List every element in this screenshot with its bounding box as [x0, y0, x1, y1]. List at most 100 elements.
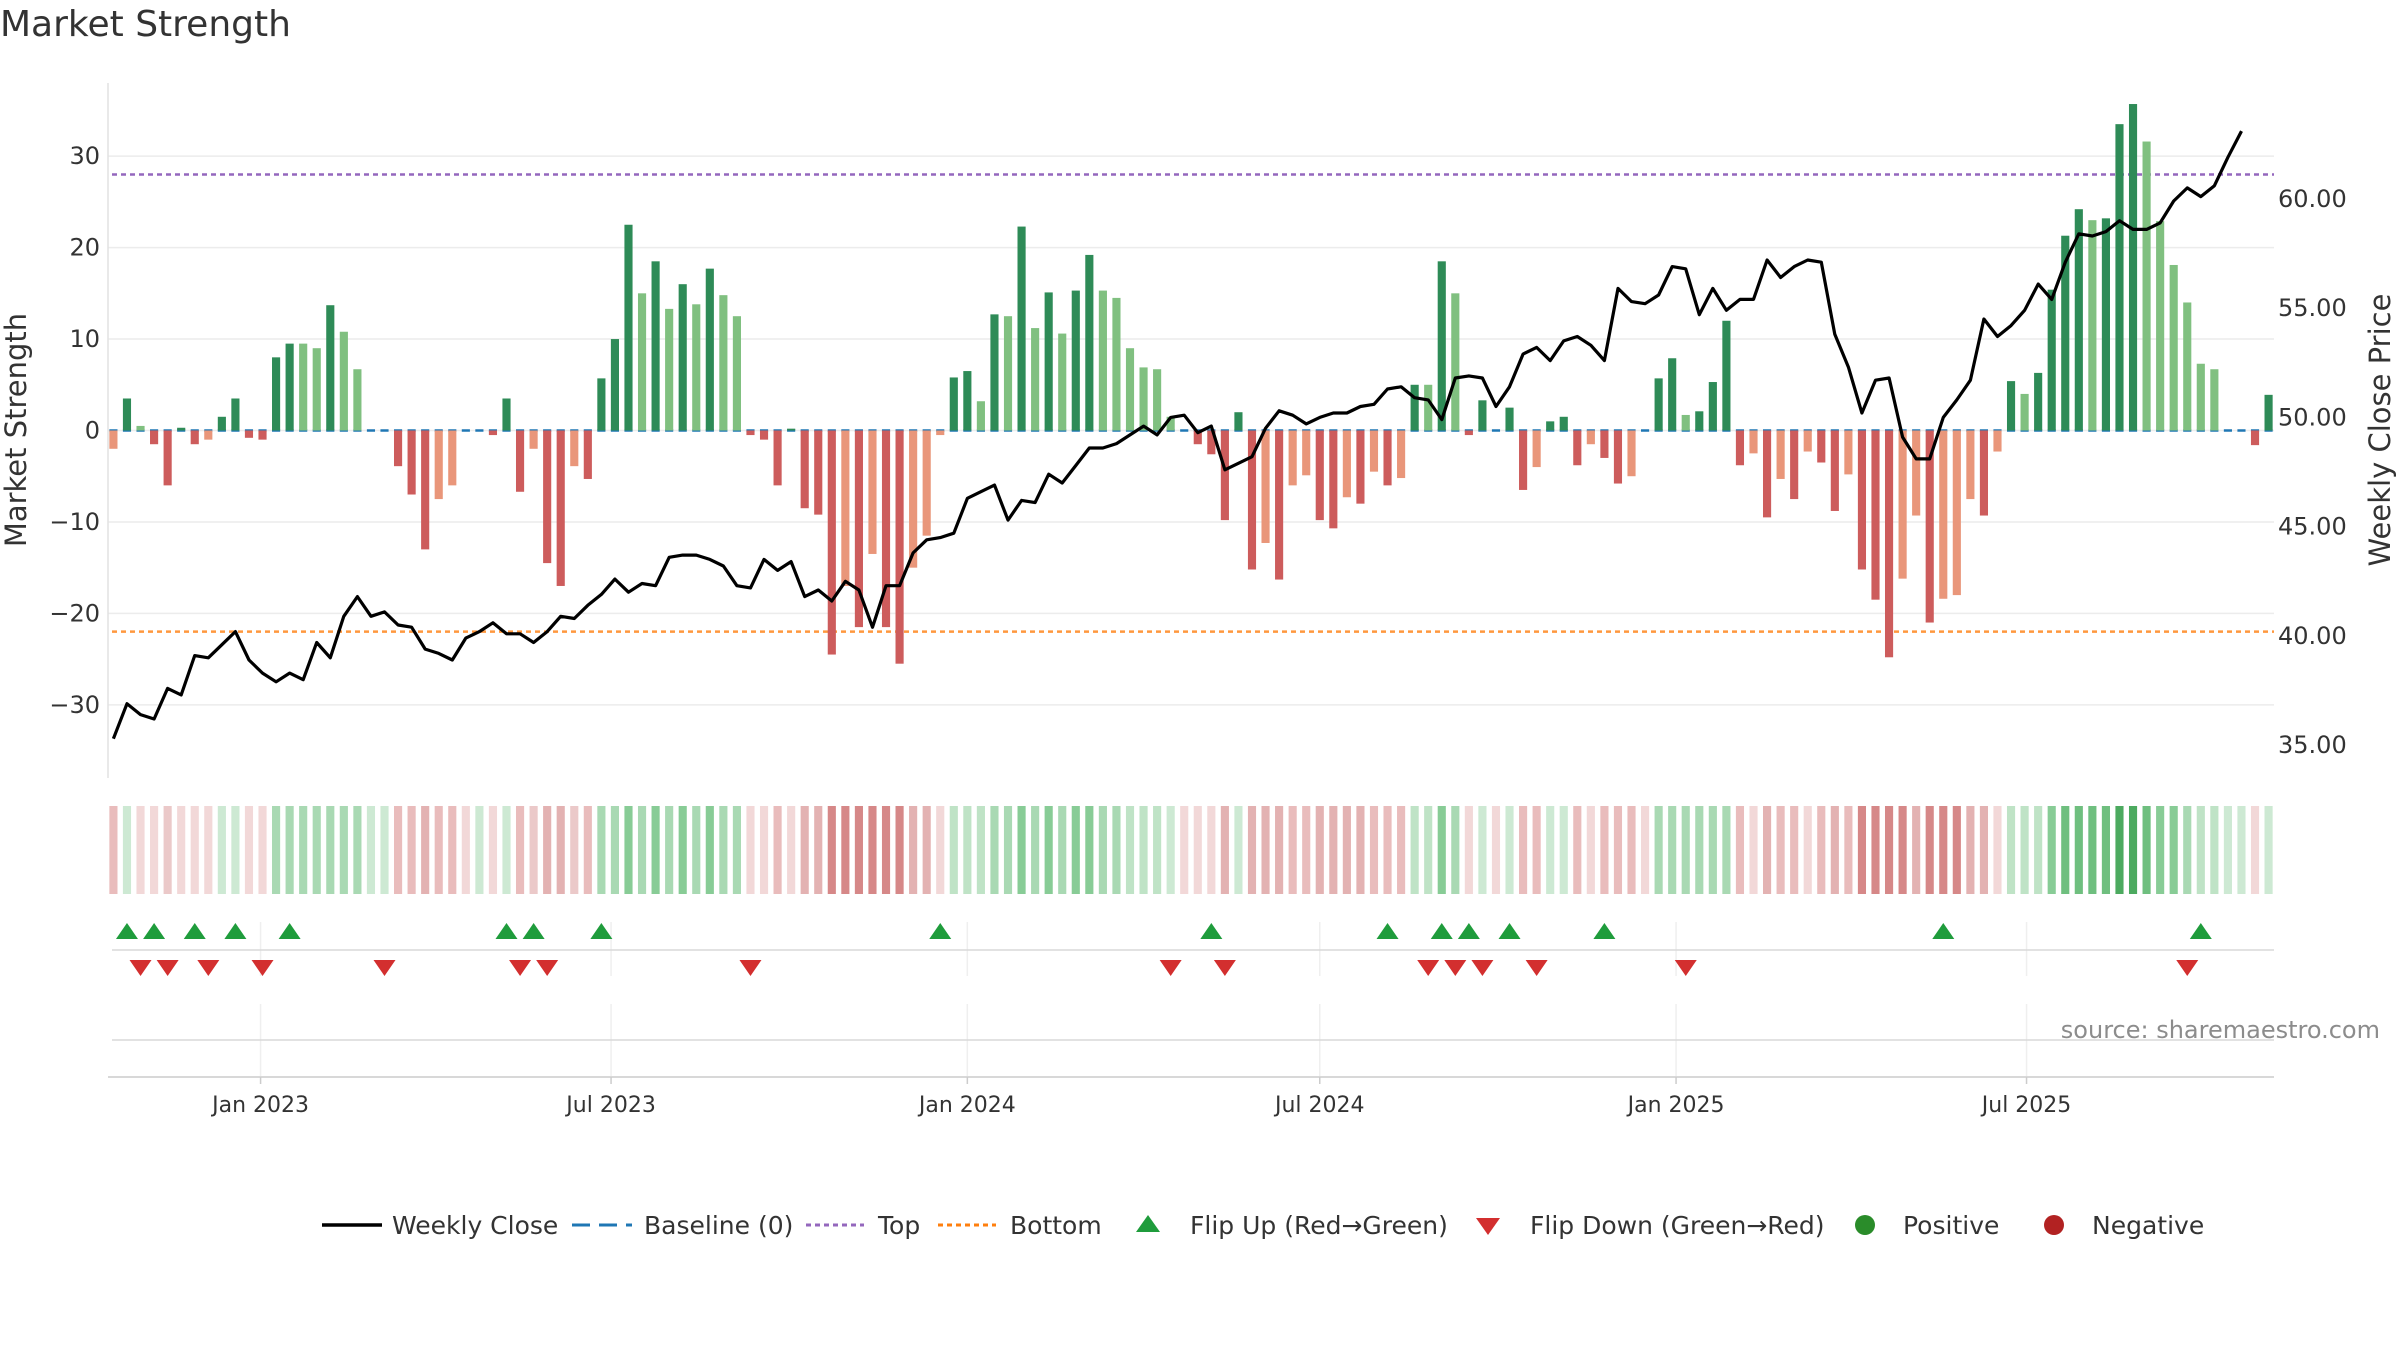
strength-bar	[150, 430, 159, 445]
heat-strip-bar	[665, 806, 674, 894]
strength-bar	[285, 343, 294, 431]
legend-label: Negative	[2092, 1211, 2204, 1240]
heat-strip-bar	[624, 806, 633, 894]
strength-bar	[1559, 416, 1568, 431]
strength-bar	[1735, 430, 1745, 466]
heat-strip-bar	[2223, 806, 2232, 894]
y-tick-label: −30	[49, 691, 100, 719]
strength-bar	[407, 430, 416, 495]
heat-strip-bar	[1329, 806, 1338, 894]
heat-strip-bar	[1600, 806, 1609, 894]
strength-bar	[2264, 394, 2273, 431]
strength-bar	[1058, 333, 1067, 431]
flip-down-marker	[1444, 960, 1467, 976]
strength-bar	[2034, 372, 2043, 431]
strength-bar	[488, 430, 498, 436]
heat-strip-bar	[502, 806, 511, 894]
heat-strip-bar	[299, 806, 308, 894]
strength-bar	[1139, 367, 1148, 431]
strength-bar	[1397, 430, 1406, 479]
flip-up-marker	[1376, 923, 1399, 939]
strength-bar	[312, 348, 321, 431]
flip-up-marker	[183, 923, 206, 939]
heat-strip-bar	[2128, 806, 2138, 894]
strength-bar	[963, 371, 972, 431]
flip-up-marker	[143, 923, 166, 939]
strength-bar	[1898, 430, 1907, 579]
heat-strip-bar	[1383, 806, 1392, 894]
heat-strip-bar	[2006, 806, 2016, 894]
heat-strip-bar	[1071, 806, 1080, 894]
strength-bar	[759, 430, 769, 440]
heat-strip-bar	[1275, 806, 1284, 894]
heat-strip-bar	[393, 806, 403, 894]
flip-down-marker	[1471, 960, 1494, 976]
heat-strip-bar	[1112, 806, 1121, 894]
strength-bar	[204, 430, 213, 440]
strength-bar	[637, 293, 647, 431]
y2-tick-label: 55.00	[2278, 294, 2347, 322]
heat-strip-bar	[1505, 806, 1514, 894]
strength-bar	[814, 430, 823, 515]
flip-up-marker	[1457, 923, 1480, 939]
heat-strip-bar	[2210, 806, 2219, 894]
heat-strip-bar	[732, 806, 741, 894]
heat-strip-bar	[1125, 806, 1135, 894]
heat-strip-bar	[2034, 806, 2043, 894]
strength-bar	[1085, 254, 1094, 431]
heat-strip-bar	[1247, 806, 1257, 894]
strength-bar	[1234, 412, 1243, 431]
heat-strip-bar	[2169, 806, 2178, 894]
heat-strip-bar	[2156, 806, 2165, 894]
strength-bar	[515, 430, 525, 492]
heat-strip-bar	[488, 806, 498, 894]
heat-strip-bar	[1166, 806, 1175, 894]
heat-strip-bar	[2183, 806, 2192, 894]
heat-strip-bar	[1031, 806, 1040, 894]
strength-bar	[1790, 430, 1799, 500]
strength-bar	[231, 398, 240, 431]
strength-bar	[448, 430, 457, 486]
strength-bars	[109, 104, 2273, 664]
flip-up-marker	[115, 923, 138, 939]
heat-strip-bar	[326, 806, 335, 894]
heat-strip-bar	[1979, 806, 1989, 894]
y2-tick-label: 35.00	[2278, 731, 2347, 759]
flip-markers-panel	[112, 922, 2274, 1076]
strength-bar	[2047, 289, 2056, 431]
strength-bar	[1966, 430, 1975, 500]
flip-down-marker	[156, 960, 179, 976]
strength-bar	[692, 304, 701, 431]
heat-strip-bar	[2196, 806, 2205, 894]
strength-bar	[1857, 430, 1867, 570]
flip-down-marker	[509, 960, 532, 976]
axes: 30 20 10 0 −10 −20 −30 60.00 55.00 50.00 45.00 40.0…	[0, 83, 2397, 778]
strength-bar	[1939, 430, 1948, 599]
strength-bar	[299, 343, 308, 431]
heat-strip-bar	[1884, 806, 1894, 894]
strength-bar	[1410, 384, 1419, 431]
heat-strip-bar	[285, 806, 294, 894]
strength-bar	[746, 430, 755, 436]
strength-bar	[2169, 264, 2178, 431]
strength-bar	[1383, 430, 1392, 486]
flip-down-marker	[129, 960, 152, 976]
legend-swatch-triangle-up	[1136, 1215, 1160, 1232]
heat-strip-bar	[1451, 806, 1460, 894]
heat-strip-bar	[1654, 806, 1663, 894]
strength-bar	[922, 430, 931, 536]
strength-bar	[1166, 416, 1175, 431]
strength-bar	[1288, 430, 1297, 486]
heat-strip-bar	[1261, 806, 1270, 894]
heat-strip-bar	[1098, 806, 1107, 894]
strength-bar	[787, 428, 796, 431]
y-tick-label: 20	[69, 234, 100, 262]
heat-strip-bar	[759, 806, 769, 894]
heat-strip-bar	[1749, 806, 1758, 894]
y2-tick-label: 45.00	[2278, 513, 2347, 541]
heat-strip-bar	[2088, 806, 2097, 894]
heat-strip-bar	[976, 806, 985, 894]
heat-strip-bar	[1559, 806, 1568, 894]
strength-bar	[1220, 430, 1229, 521]
